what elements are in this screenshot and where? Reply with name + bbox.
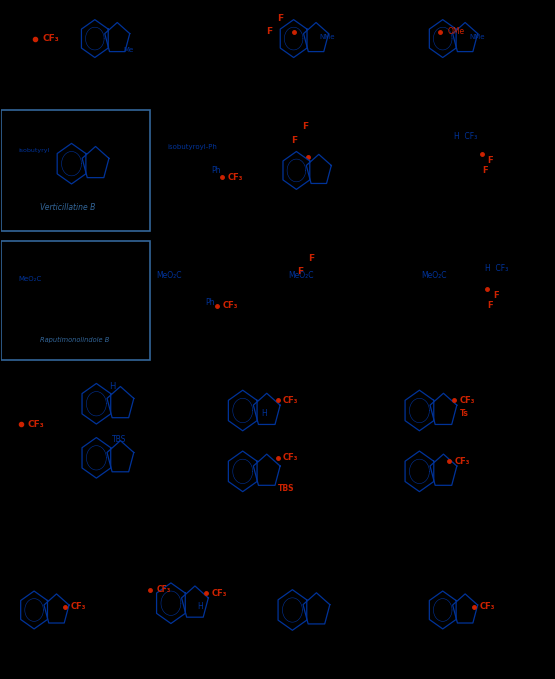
Text: CF₃: CF₃ <box>283 454 299 462</box>
Text: Ph: Ph <box>206 298 215 307</box>
Text: CF₃: CF₃ <box>480 602 495 611</box>
Text: CF₃: CF₃ <box>43 34 59 43</box>
Text: F: F <box>302 122 309 131</box>
Text: H: H <box>198 602 203 611</box>
Text: MeO₂C: MeO₂C <box>421 271 447 280</box>
Text: F: F <box>291 136 297 145</box>
FancyBboxPatch shape <box>2 242 150 360</box>
FancyBboxPatch shape <box>2 109 150 232</box>
Text: F: F <box>493 291 498 300</box>
Text: F: F <box>278 14 284 23</box>
Text: Me: Me <box>123 48 133 54</box>
Text: CF₃: CF₃ <box>454 457 470 466</box>
Text: F: F <box>482 166 487 175</box>
Text: MeO₂C: MeO₂C <box>18 276 41 282</box>
Text: H: H <box>109 382 115 391</box>
Text: TBS: TBS <box>278 483 294 493</box>
Text: OMe: OMe <box>447 27 465 36</box>
Text: CF₃: CF₃ <box>228 172 243 182</box>
Text: F: F <box>266 27 273 36</box>
Text: CF₃: CF₃ <box>157 585 171 594</box>
Text: H  CF₃: H CF₃ <box>485 264 508 273</box>
Text: MeO₂C: MeO₂C <box>156 271 181 280</box>
Text: Verticillatine B: Verticillatine B <box>40 203 95 212</box>
Text: Ph: Ph <box>211 166 221 175</box>
Text: H  CF₃: H CF₃ <box>454 132 477 141</box>
Text: NMe: NMe <box>319 33 335 39</box>
Text: Raputimonolindole B: Raputimonolindole B <box>40 337 109 342</box>
Text: MeO₂C: MeO₂C <box>289 271 314 280</box>
Text: NMe: NMe <box>470 33 485 39</box>
Text: CF₃: CF₃ <box>28 420 44 428</box>
Text: F: F <box>297 268 303 276</box>
Text: Ts: Ts <box>460 409 468 418</box>
Text: F: F <box>487 301 493 310</box>
Text: CF₃: CF₃ <box>71 602 87 611</box>
Text: isobutyroyl-Ph: isobutyroyl-Ph <box>167 144 217 150</box>
Text: CF₃: CF₃ <box>283 396 299 405</box>
Text: CF₃: CF₃ <box>211 589 226 598</box>
Text: TBS: TBS <box>112 435 126 444</box>
Text: CF₃: CF₃ <box>460 396 475 405</box>
Text: F: F <box>487 155 493 165</box>
Text: isobutyryl: isobutyryl <box>18 147 49 153</box>
Text: F: F <box>308 254 314 263</box>
Text: H: H <box>261 409 267 418</box>
Text: CF₃: CF₃ <box>223 301 238 310</box>
